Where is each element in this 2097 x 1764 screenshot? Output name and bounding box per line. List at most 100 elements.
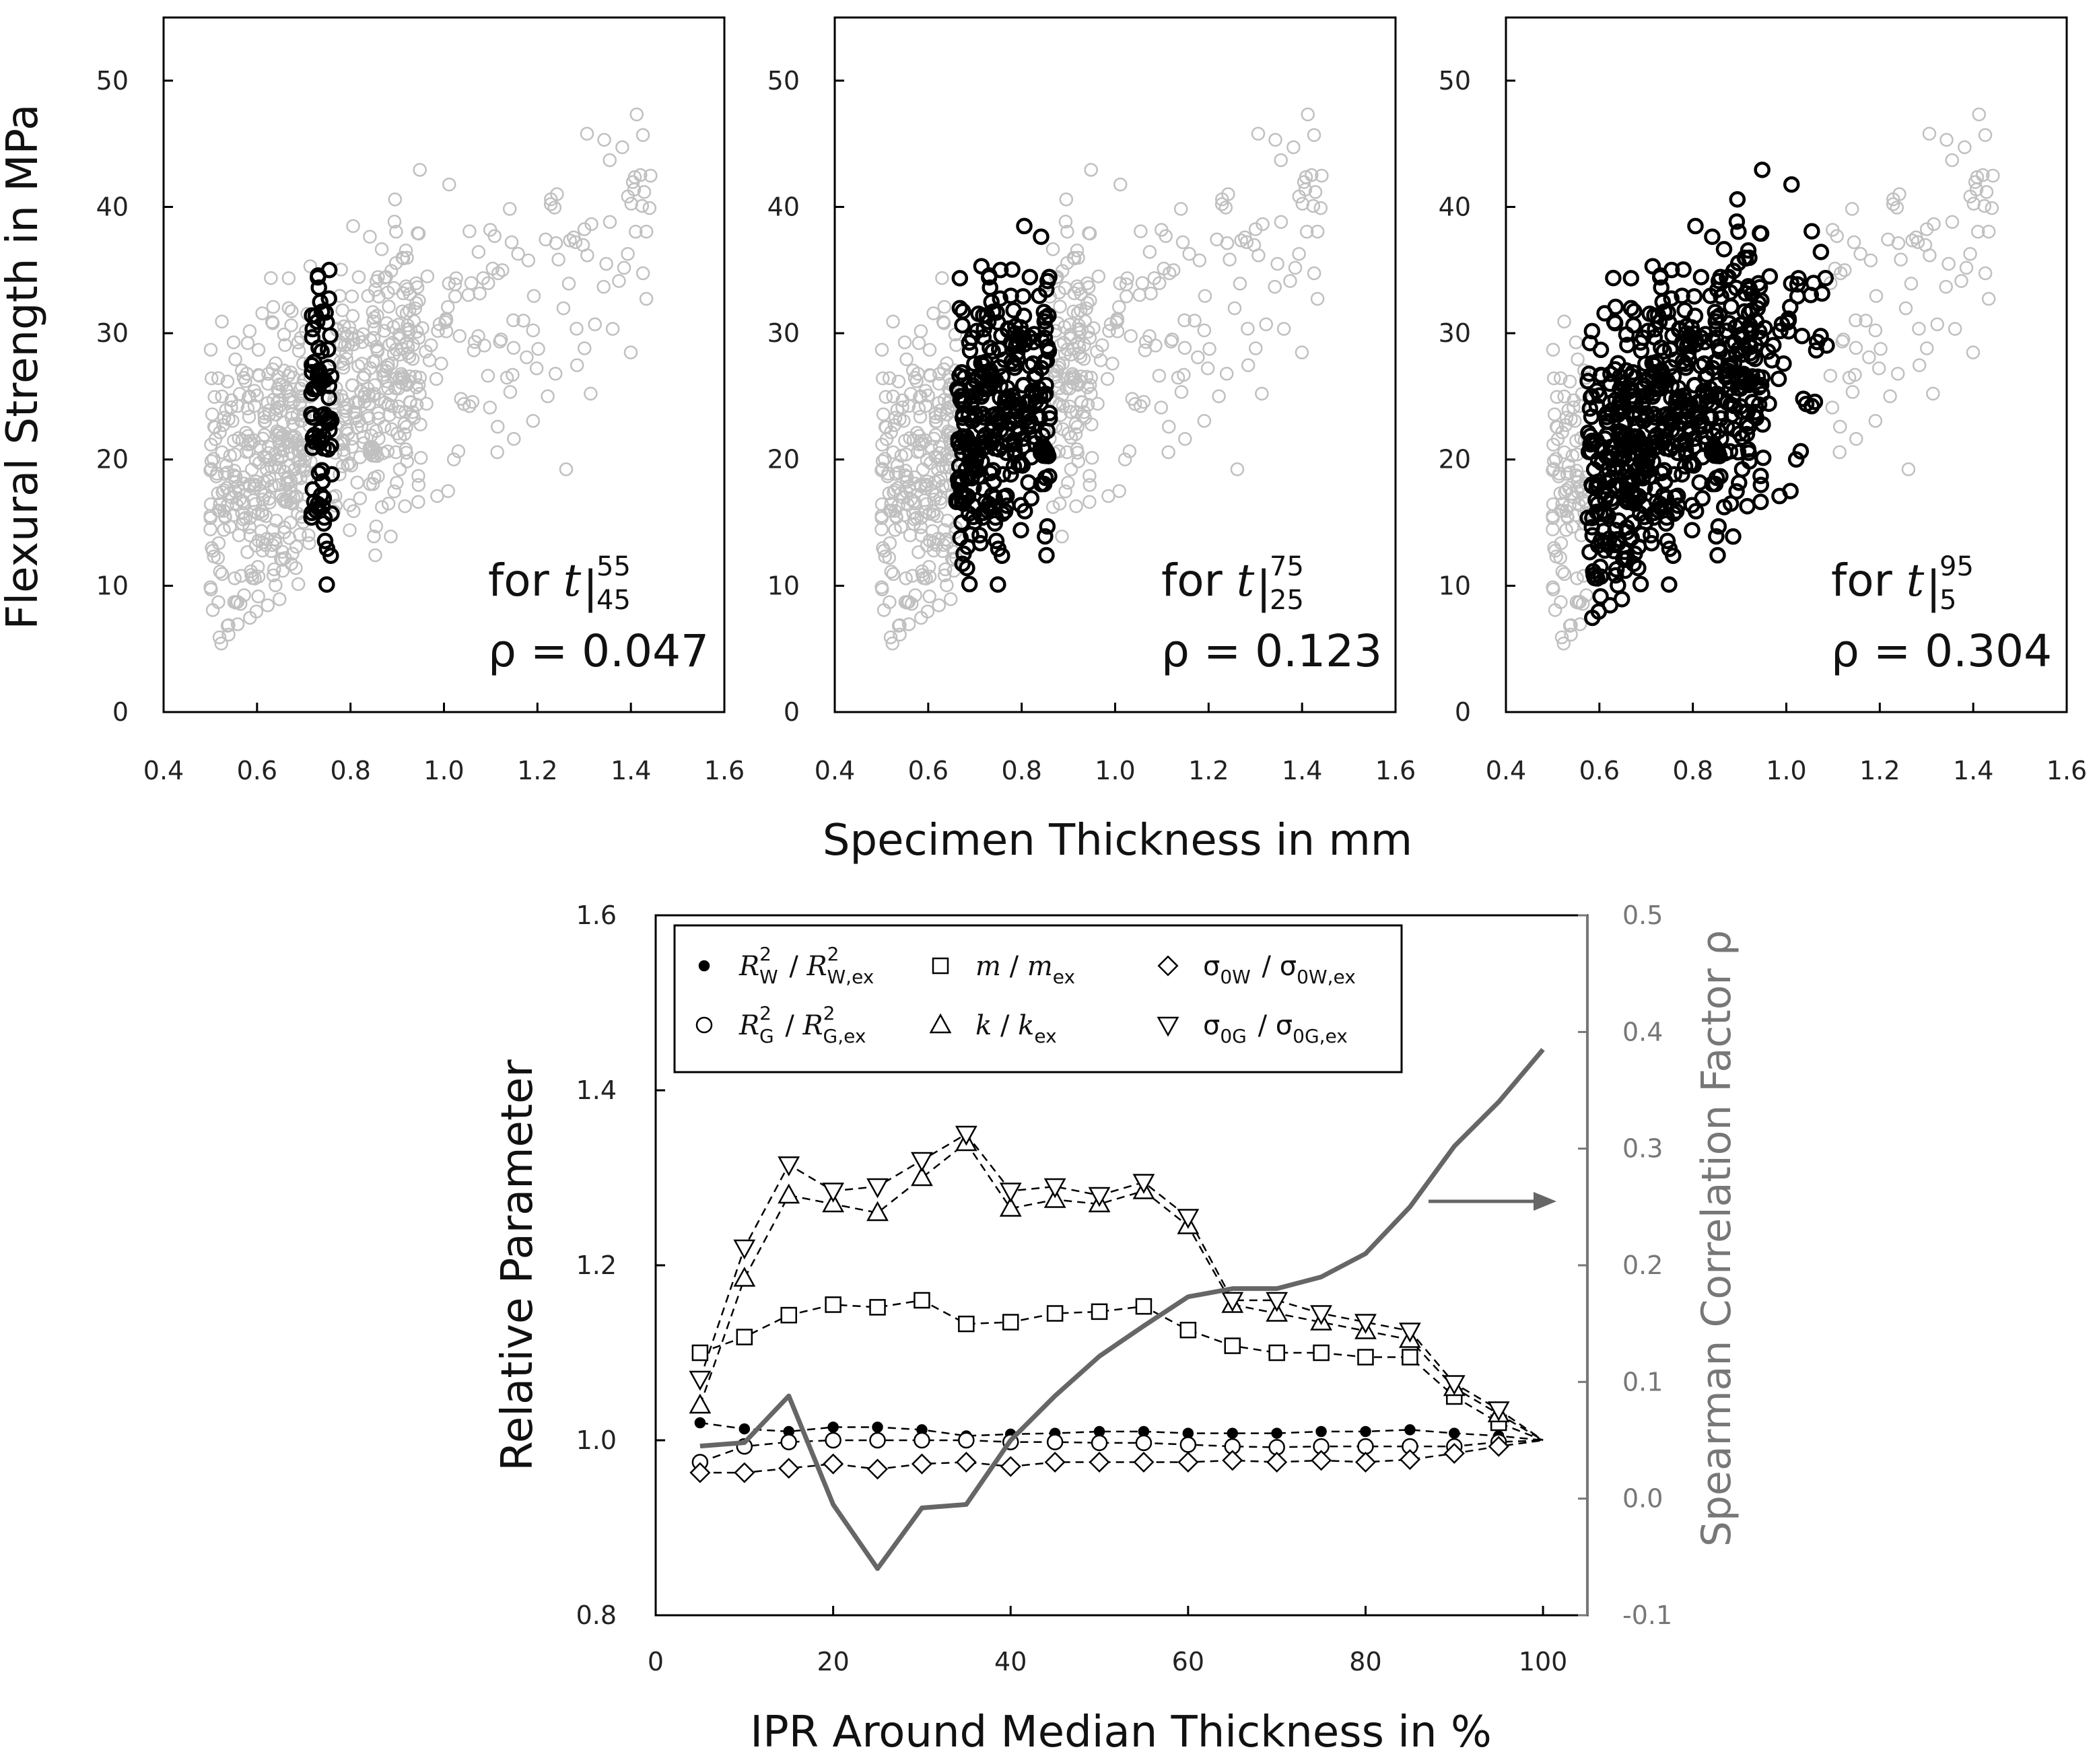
grey-point (266, 568, 281, 583)
marker-triangle-down (1443, 1375, 1466, 1395)
grey-point (333, 354, 348, 369)
grey-point (336, 357, 350, 371)
grey-point (1122, 444, 1137, 458)
grey-point (248, 453, 263, 467)
grey-point (495, 263, 510, 277)
selected-point (1018, 410, 1035, 427)
selected-point (1731, 474, 1748, 491)
grey-point (520, 350, 534, 365)
grey-point (903, 528, 918, 542)
grey-point (345, 378, 359, 392)
selected-point (1614, 441, 1631, 458)
grey-point (1082, 478, 1097, 492)
marker-circle (1179, 1436, 1197, 1453)
grey-point (1079, 369, 1094, 384)
grey-point (1192, 253, 1207, 268)
grey-point (211, 595, 226, 609)
grey-point (1100, 372, 1115, 386)
selected-point (1674, 353, 1692, 370)
grey-point (374, 242, 389, 256)
grey-point (269, 578, 283, 592)
grey-point (901, 398, 916, 413)
selected-point (1636, 412, 1653, 429)
grey-point (561, 277, 576, 291)
grey-point (1227, 301, 1242, 316)
marker-diamond (823, 1453, 844, 1475)
grey-point (1173, 202, 1188, 216)
grey-point (922, 589, 936, 604)
grey-point (281, 271, 296, 285)
grey-point (1056, 399, 1070, 413)
selected-point (1677, 355, 1694, 372)
y-tick-label: 30 (1439, 318, 1471, 348)
selected-point (1725, 355, 1743, 372)
grey-point (1894, 252, 1908, 267)
x-tick-label: 1.6 (1375, 756, 1416, 785)
grey-point (215, 567, 230, 581)
grey-point (377, 324, 392, 338)
grey-point (566, 230, 581, 244)
grey-point (1064, 430, 1078, 445)
grey-point (899, 352, 914, 367)
grey-point (366, 388, 380, 403)
grey-point (1070, 279, 1085, 293)
grey-point (285, 304, 299, 318)
grey-point (388, 381, 403, 395)
grey-point (1890, 201, 1904, 215)
grey-point (219, 458, 234, 472)
grey-point (356, 429, 370, 444)
grey-point (252, 368, 267, 383)
grey-point (349, 394, 364, 409)
legend-label: m / mex (975, 951, 1078, 988)
selected-point (1583, 432, 1601, 450)
grey-point (1556, 636, 1571, 651)
annotation-sup-left: 55 (596, 551, 631, 582)
grey-point (399, 419, 413, 434)
grey-point (927, 431, 941, 446)
selected-point (1740, 278, 1757, 295)
grey-point (368, 548, 382, 563)
grey-point (363, 332, 378, 347)
grey-point (477, 339, 491, 353)
grey-point (372, 289, 386, 304)
grey-point (1978, 266, 1993, 281)
grey-point (1571, 474, 1585, 489)
selected-point (982, 464, 999, 482)
y-tick-label: 50 (1439, 66, 1471, 96)
selected-point (1598, 405, 1615, 422)
grey-point (1871, 361, 1886, 376)
y-ticks-center: 0 10 20 30 40 50 (767, 66, 844, 727)
grey-point (1152, 368, 1167, 383)
selected-point (1021, 269, 1039, 285)
grey-point (1136, 394, 1151, 409)
grey-point (897, 335, 912, 349)
marker-circle (1091, 1434, 1108, 1452)
grey-point (1550, 390, 1564, 404)
grey-point (899, 571, 913, 586)
grey-point (275, 378, 289, 392)
grey-point (345, 309, 360, 323)
selected-point (1750, 396, 1768, 413)
y-ticks-left: 0 10 20 30 40 50 (96, 66, 173, 727)
selected-point (1635, 458, 1651, 474)
marker-square (1357, 1349, 1374, 1366)
grey-point (875, 454, 890, 468)
grey-point (390, 476, 404, 490)
grey-point (422, 353, 437, 367)
grey-point (605, 322, 620, 336)
grey-point (543, 197, 558, 211)
grey-point (1550, 420, 1565, 435)
y2-tick-label: 0.0 (1622, 1484, 1663, 1514)
grey-point (374, 500, 389, 514)
grey-point (262, 491, 276, 506)
grey-point (886, 314, 900, 328)
selected-point (963, 458, 980, 474)
grey-point (580, 127, 594, 141)
grey-point (384, 399, 399, 413)
selected-point (1037, 376, 1054, 394)
grey-point (876, 543, 891, 558)
grey-point (251, 589, 265, 604)
grey-point (1919, 341, 1934, 355)
grey-point (914, 433, 928, 448)
grey-point (1313, 201, 1328, 215)
